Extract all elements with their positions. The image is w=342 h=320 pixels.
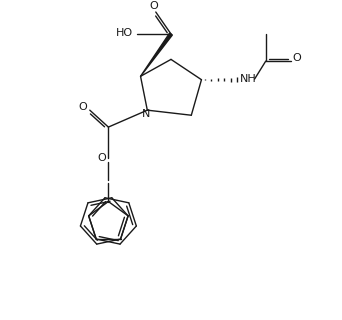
Text: O: O bbox=[97, 153, 106, 163]
Text: O: O bbox=[150, 1, 158, 11]
Polygon shape bbox=[141, 33, 172, 76]
Text: HO: HO bbox=[116, 28, 133, 38]
Text: O: O bbox=[293, 53, 302, 63]
Text: N: N bbox=[142, 108, 150, 118]
Text: NH: NH bbox=[239, 74, 256, 84]
Text: O: O bbox=[79, 102, 87, 112]
